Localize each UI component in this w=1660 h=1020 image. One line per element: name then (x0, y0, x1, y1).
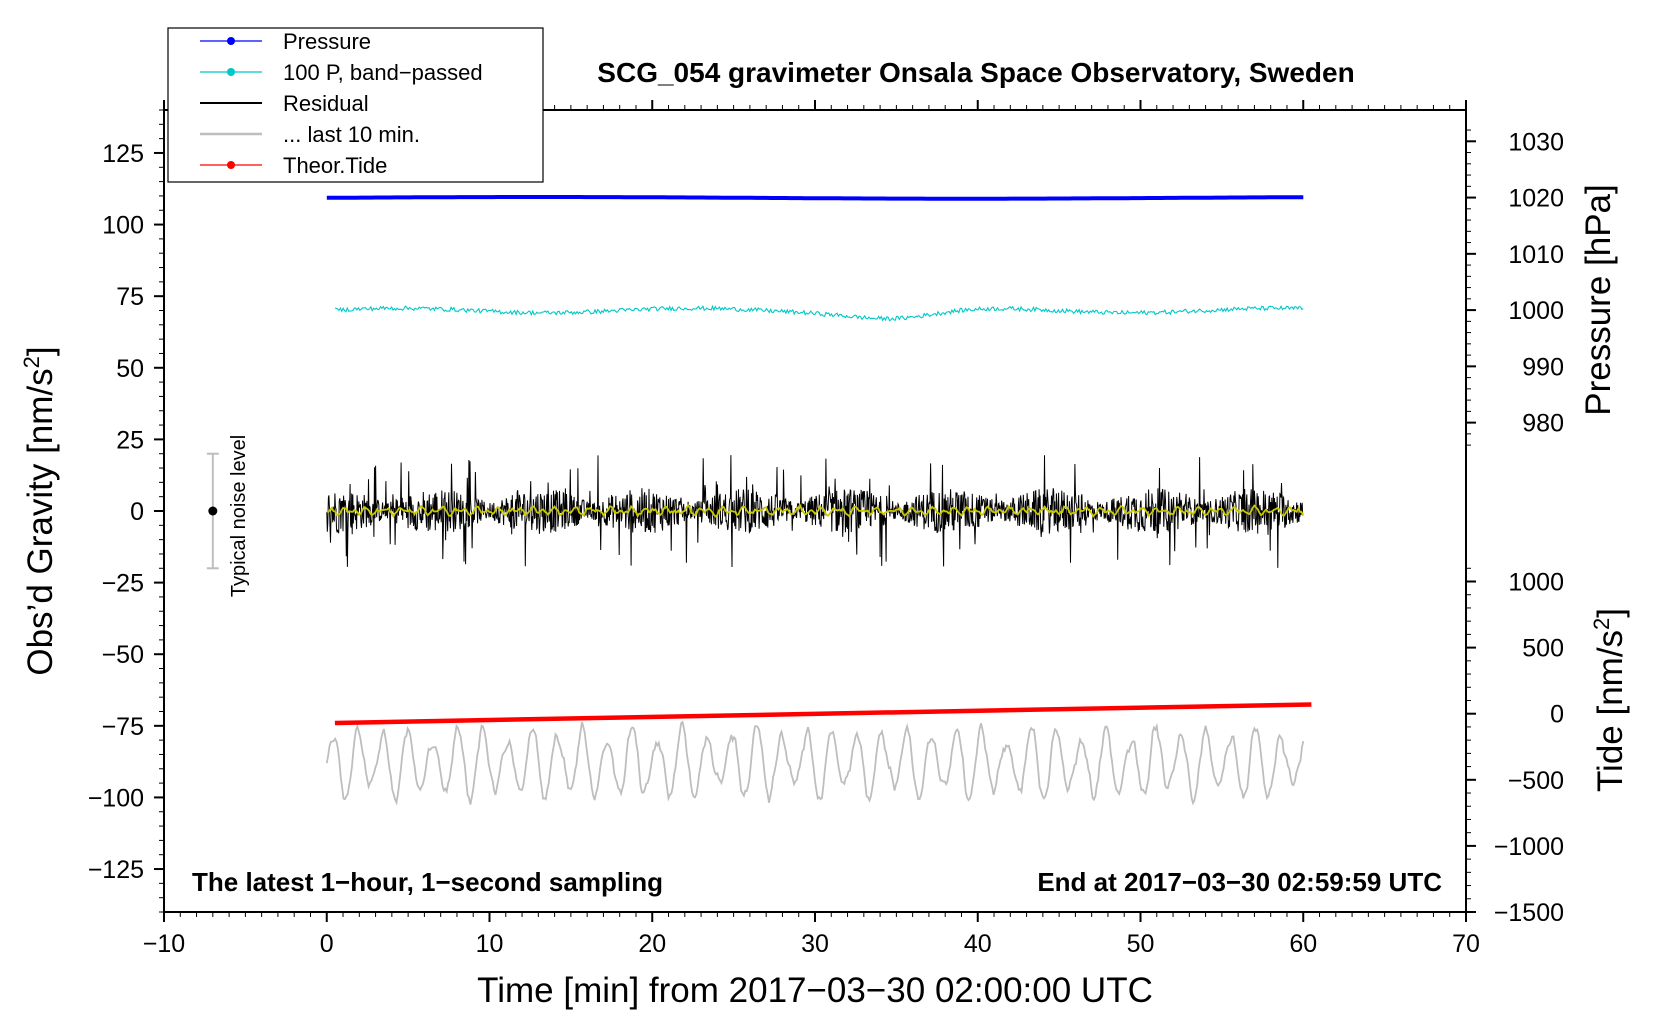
x-tick-label: 40 (964, 930, 992, 958)
y-left-label-end: ] (21, 346, 60, 356)
noise-bar-center-dot (208, 506, 218, 516)
pressure-tick-label: 1010 (1508, 241, 1564, 269)
x-tick-label: 50 (1127, 930, 1155, 958)
tick-layer: −10 0 10 20 30 40 50 60 701251007550250−25−50−75… (88, 100, 1564, 958)
legend-label: Pressure (283, 29, 371, 54)
y-left-tick-label: 100 (102, 212, 144, 240)
pressure-tick-label: 980 (1522, 410, 1564, 438)
last-10-min-line (325, 720, 1305, 806)
legend-entries: Pressure 100 P, band−passed Residual ... la… (200, 29, 483, 178)
y-left-label-main: Obs’d Gravity [nm/s (21, 368, 60, 675)
tide-tick-label: 500 (1522, 635, 1564, 663)
y-left-tick-label: 75 (116, 283, 144, 311)
x-tick-label: 0 (320, 930, 334, 958)
legend-label: ... last 10 min. (283, 122, 420, 147)
legend-label: 100 P, band−passed (283, 60, 483, 85)
residual-line (326, 455, 1304, 568)
tide-tick-label: −500 (1508, 767, 1564, 795)
tide-tick-label: −1500 (1494, 899, 1564, 927)
legend: Pressure 100 P, band−passed Residual ... la… (167, 27, 544, 183)
pressure-tick-label: 1030 (1508, 128, 1564, 156)
x-axis-label: Time [min] from 2017−03−30 02:00:00 UTC (477, 971, 1153, 1010)
y-axis-left-label: Obs’d Gravity [nm/s2] (19, 346, 60, 675)
tide-label-main: Tide [nm/s (1591, 630, 1630, 792)
y-left-label-sup: 2 (19, 356, 44, 368)
x-tick-label: 10 (476, 930, 504, 958)
legend-swatch-marker (227, 68, 235, 76)
legend-box (167, 27, 544, 183)
y-axis-tide-label: Tide [nm/s2] (1589, 608, 1630, 792)
end-time-note: End at 2017−03−30 02:59:59 UTC (1037, 867, 1442, 897)
y-left-tick-label: −75 (102, 713, 144, 741)
pressure-tick-label: 990 (1522, 353, 1564, 381)
pressure-line (326, 195, 1304, 201)
band-passed-pressure-line (334, 304, 1304, 322)
tide-label-end: ] (1591, 608, 1630, 618)
y-left-tick-label: −100 (88, 784, 144, 812)
y-left-tick-label: −125 (88, 856, 144, 884)
tide-tick-label: 0 (1550, 701, 1564, 729)
chart-title: SCG_054 gravimeter Onsala Space Observat… (597, 57, 1354, 88)
x-tick-label: 70 (1452, 930, 1480, 958)
smoothed-residual-line (326, 503, 1305, 519)
legend-swatch-marker (227, 37, 235, 45)
y-left-tick-label: −25 (102, 570, 144, 598)
series-layer (325, 195, 1312, 806)
y-axis-pressure-label: Pressure [hPa] (1579, 184, 1618, 416)
y-left-tick-label: 25 (116, 426, 144, 454)
noise-bar: Typical noise level (206, 435, 250, 597)
tide-tick-label: −1000 (1494, 833, 1564, 861)
legend-swatch-marker (227, 161, 235, 169)
y-left-tick-label: 0 (130, 498, 144, 526)
x-tick-label: 30 (801, 930, 829, 958)
x-tick-label: 60 (1289, 930, 1317, 958)
x-tick-label: −10 (143, 930, 185, 958)
tide-label-sup: 2 (1589, 618, 1614, 630)
tide-tick-label: 1000 (1508, 569, 1564, 597)
theoretical-tide-line (334, 702, 1312, 726)
legend-label: Residual (283, 91, 369, 116)
noise-bar-label: Typical noise level (228, 435, 250, 597)
y-left-tick-label: −50 (102, 641, 144, 669)
y-left-tick-label: 50 (116, 355, 144, 383)
x-tick-label: 20 (638, 930, 666, 958)
y-left-tick-label: 125 (102, 140, 144, 168)
sampling-note: The latest 1−hour, 1−second sampling (192, 867, 663, 897)
legend-label: Theor.Tide (283, 153, 387, 178)
pressure-tick-label: 1020 (1508, 185, 1564, 213)
pressure-tick-label: 1000 (1508, 297, 1564, 325)
